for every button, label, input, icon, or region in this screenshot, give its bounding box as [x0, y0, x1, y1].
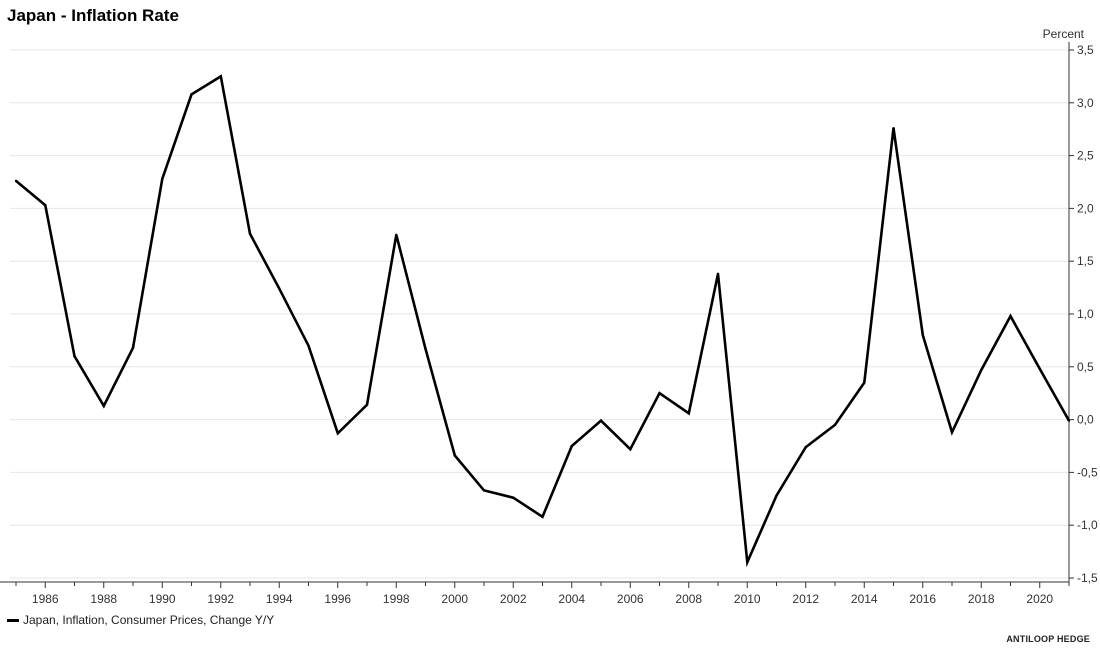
y-tick-label: 2,5	[1077, 149, 1094, 163]
y-tick-label: 0,0	[1077, 413, 1094, 427]
x-tick-label: 2000	[441, 592, 468, 606]
data-point	[1067, 419, 1071, 422]
data-point	[248, 232, 252, 235]
data-point	[804, 445, 807, 449]
legend-swatch	[7, 618, 19, 622]
data-point	[512, 496, 515, 499]
y-tick-label: -1,5	[1077, 571, 1098, 585]
data-point	[892, 126, 895, 130]
data-point	[278, 287, 281, 290]
data-point	[833, 423, 837, 427]
x-tick-label: 2016	[909, 592, 936, 606]
data-point	[190, 93, 193, 96]
source-label: ANTILOOP HEDGE	[1006, 634, 1090, 644]
data-point	[570, 444, 573, 448]
data-point	[746, 560, 749, 564]
data-point	[219, 75, 222, 78]
legend: Japan, Inflation, Consumer Prices, Chang…	[7, 613, 274, 627]
data-point	[775, 494, 778, 497]
data-point	[424, 347, 427, 351]
data-point	[1038, 367, 1041, 371]
x-tick-label: 2008	[675, 592, 702, 606]
x-tick-label: 2010	[734, 592, 761, 606]
data-point	[14, 179, 18, 183]
data-point	[716, 272, 720, 276]
data-point	[44, 204, 47, 207]
legend-label: Japan, Inflation, Consumer Prices, Chang…	[23, 613, 275, 627]
data-point	[453, 454, 456, 457]
series-layer	[14, 74, 1071, 568]
data-point	[863, 381, 866, 384]
data-point	[161, 177, 164, 181]
y-tick-labels: 3,5 3,0 2,5 2,0 1,5 1,0 0,5 0,0 -0,5 -1,0 -1,5	[1077, 43, 1098, 585]
data-point	[395, 233, 398, 236]
grid-lines	[10, 49, 1069, 579]
x-tick-label: 2002	[500, 592, 527, 606]
x-tick-label: 1986	[32, 592, 59, 606]
data-point	[629, 447, 632, 451]
data-point	[307, 344, 310, 347]
x-tick-label: 2006	[617, 592, 644, 606]
y-tick-label: -1,0	[1077, 518, 1098, 532]
y-tick-label: 2,0	[1077, 201, 1094, 215]
x-tick-label: 1992	[207, 592, 234, 606]
x-tick-label: 2012	[792, 592, 819, 606]
data-point	[658, 392, 661, 395]
chart-title: Japan - Inflation Rate	[7, 6, 179, 25]
x-tick-label: 1998	[383, 592, 410, 606]
data-point	[336, 432, 339, 435]
x-tick-label: 2014	[851, 592, 878, 606]
y-tick-label: 0,5	[1077, 360, 1094, 374]
x-tick-label: 2004	[558, 592, 585, 606]
data-point	[73, 355, 76, 358]
data-point	[102, 404, 105, 408]
data-point	[131, 346, 135, 349]
x-tick-label: 1996	[324, 592, 351, 606]
y-tick-label: 1,5	[1077, 254, 1094, 268]
x-tick-label: 1990	[149, 592, 176, 606]
x-tick-labels: 1986 1988 1990 1992 1994 1996 1998 2000 2002 2004…	[32, 592, 1054, 606]
data-point	[599, 419, 603, 422]
y-tick-label: -0,5	[1077, 465, 1098, 479]
series-line	[15, 74, 1071, 568]
data-point	[541, 515, 544, 518]
axes	[0, 42, 1074, 588]
data-point	[482, 489, 486, 492]
data-point	[921, 333, 924, 337]
x-tick-label: 2020	[1026, 592, 1053, 606]
y-tick-label: 1,0	[1077, 307, 1094, 321]
data-point	[1009, 314, 1012, 318]
data-point	[365, 403, 369, 407]
data-point	[980, 368, 983, 372]
data-point	[950, 431, 954, 434]
y-axis-title: Percent	[1043, 27, 1085, 41]
y-tick-label: 3,0	[1077, 96, 1094, 110]
data-point	[687, 412, 690, 415]
x-tick-label: 1988	[90, 592, 117, 606]
y-tick-label: 3,5	[1077, 43, 1094, 57]
x-tick-label: 2018	[968, 592, 995, 606]
x-tick-label: 1994	[266, 592, 293, 606]
